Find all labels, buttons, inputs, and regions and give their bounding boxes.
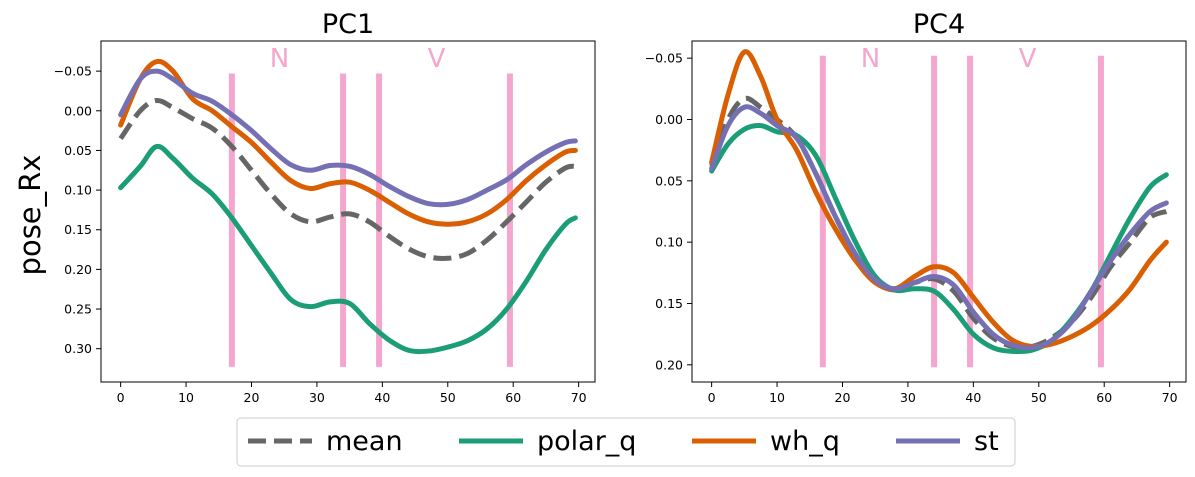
- x-tick-label: 20: [244, 390, 260, 405]
- x-tick-label: 60: [1096, 390, 1112, 405]
- legend-label: st: [974, 426, 999, 457]
- x-tick-label: 0: [117, 390, 125, 405]
- y-tick-label: 0.00: [655, 112, 683, 127]
- chart-panel-pc1: PC1 N V 0 10 20 30 40 50 60 70 −0.05 0.00 0.05 0.10 0.1…: [54, 9, 596, 405]
- y-tick-label: −0.05: [54, 64, 92, 79]
- y-tick-label: 0.20: [64, 262, 92, 277]
- y-tick-label: 0.10: [64, 183, 92, 198]
- chart-title: PC1: [322, 9, 374, 40]
- chart-title: PC4: [913, 9, 965, 40]
- x-tick-label: 70: [1162, 390, 1178, 405]
- x-tick-label: 20: [835, 390, 851, 405]
- y-tick-label: 0.15: [64, 222, 92, 237]
- x-tick-label: 50: [440, 390, 456, 405]
- y-tick-label: 0.10: [655, 235, 683, 250]
- y-tick-label: −0.05: [645, 51, 683, 66]
- legend: mean polar_q wh_q st: [236, 417, 1016, 467]
- y-tick-label: 0.05: [64, 143, 92, 158]
- series-line-mean: [118, 97, 576, 261]
- x-tick-label: 10: [769, 390, 785, 405]
- x-tick-label: 30: [309, 390, 325, 405]
- x-tick-label: 50: [1031, 390, 1047, 405]
- x-tick-label: 10: [178, 390, 194, 405]
- series-line-wh-q: [118, 58, 578, 227]
- legend-label: wh_q: [770, 426, 840, 457]
- x-tick-label: 0: [708, 390, 716, 405]
- axes-frame: [100, 40, 596, 383]
- legend-label: polar_q: [537, 426, 636, 457]
- event-marker-label: N: [861, 44, 880, 74]
- x-tick-label: 30: [900, 390, 916, 405]
- series-line-polar-q: [118, 143, 578, 355]
- event-marker-label: V: [428, 44, 446, 74]
- y-tick-label: 0.15: [655, 296, 683, 311]
- event-marker-label: N: [270, 44, 289, 74]
- y-tick-label: 0.25: [64, 302, 92, 317]
- series-line-st: [118, 68, 578, 208]
- x-tick-label: 60: [505, 390, 521, 405]
- legend-label: mean: [326, 426, 403, 457]
- series-line-st: [709, 104, 1169, 351]
- x-tick-label: 70: [571, 390, 587, 405]
- event-marker-label: V: [1019, 44, 1037, 74]
- y-tick-label: 0.05: [655, 173, 683, 188]
- legend-frame: [236, 417, 1016, 467]
- y-tick-label: 0.30: [64, 341, 92, 356]
- chart-panel-pc4: PC4 N V 0 10 20 30 40 50 60 70 −0.05 0.00 0.05 0.10 0.1…: [645, 9, 1187, 405]
- x-tick-label: 40: [374, 390, 390, 405]
- y-tick-label: 0.20: [655, 357, 683, 372]
- series-line-wh-q: [709, 49, 1169, 350]
- axes-frame: [691, 40, 1187, 383]
- x-tick-label: 40: [965, 390, 981, 405]
- y-tick-label: 0.00: [64, 103, 92, 118]
- y-axis-label: pose_Rx: [13, 155, 47, 276]
